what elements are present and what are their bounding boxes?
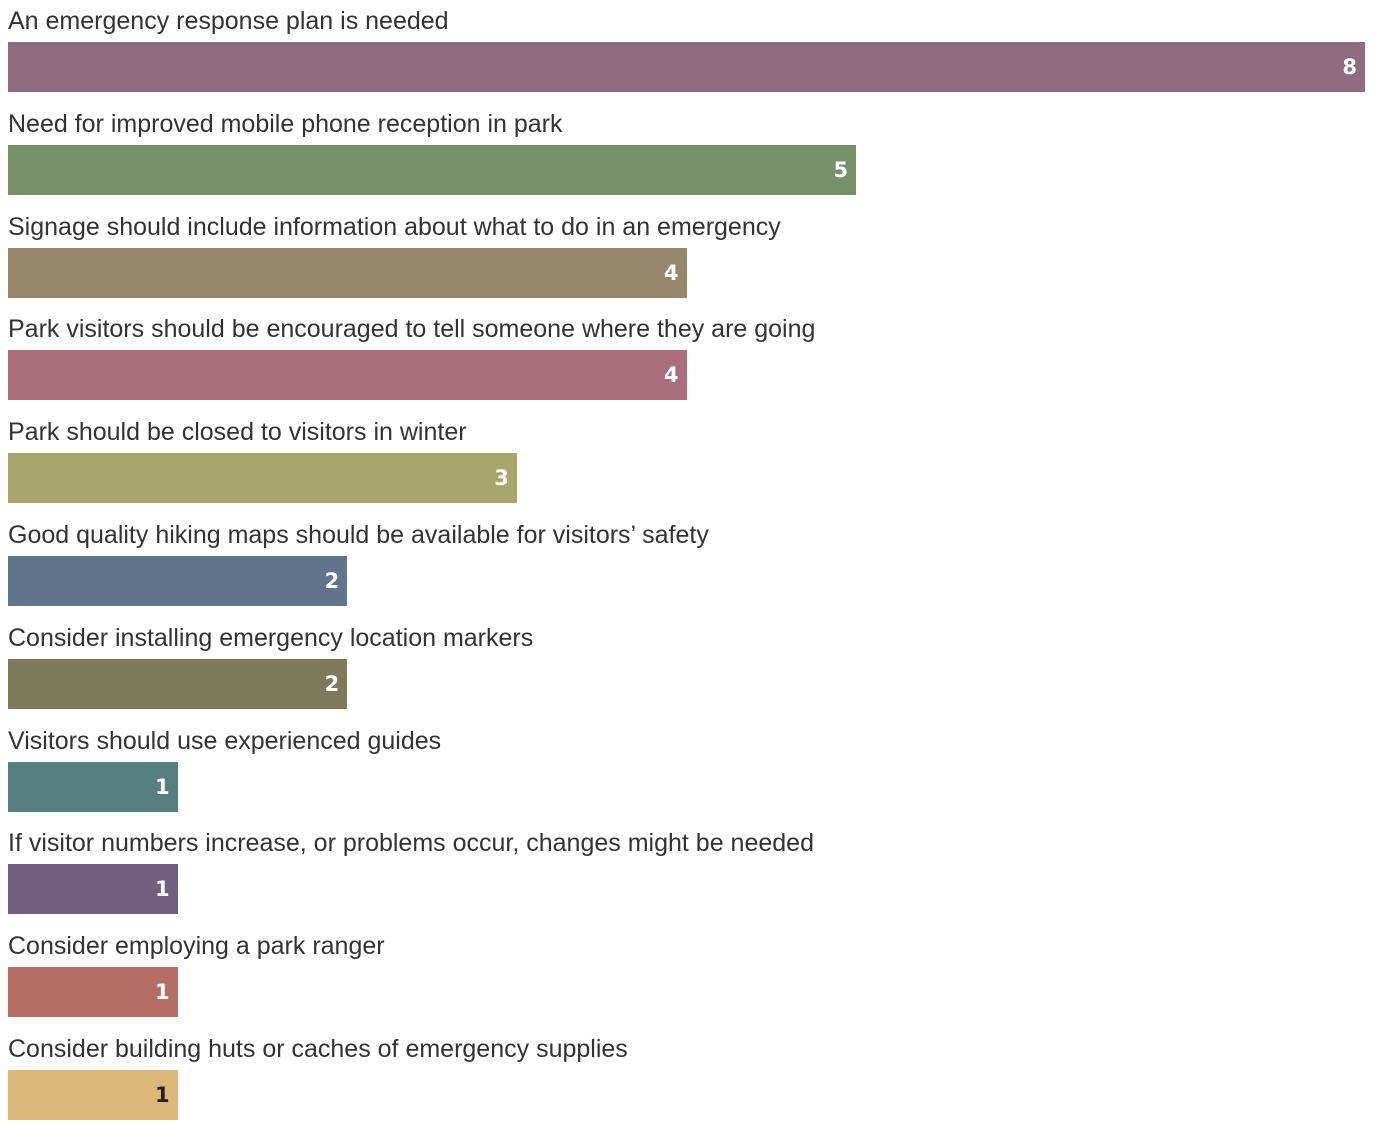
bar: 1	[8, 1070, 178, 1120]
bar-row: Signage should include information about…	[8, 210, 1368, 310]
category-label: Consider employing a park ranger	[8, 932, 385, 961]
bar-row: If visitor numbers increase, or problems…	[8, 826, 1368, 926]
category-label: Visitors should use experienced guides	[8, 726, 442, 755]
bar: 1	[8, 864, 178, 915]
bar-value-label: 1	[155, 980, 170, 1005]
bar: 4	[8, 350, 687, 401]
bar-value-label: 5	[833, 157, 849, 182]
category-label: Consider building huts or caches of emer…	[8, 1035, 628, 1063]
bar-row: Visitors should use experienced guides 1	[8, 724, 1368, 824]
bar: 2	[8, 556, 348, 606]
bar-value-label: 8	[1342, 55, 1357, 79]
bar-row: Good quality hiking maps should be avail…	[8, 518, 1368, 618]
bar: 3	[8, 453, 517, 504]
bar-row: Park visitors should be encouraged to te…	[8, 312, 1368, 412]
bar: 8	[8, 42, 1365, 92]
bar-value-label: 1	[155, 774, 170, 799]
bar: 1	[8, 761, 178, 812]
category-label: Need for improved mobile phone reception…	[8, 109, 563, 138]
bar: 5	[8, 144, 857, 195]
category-label: If visitor numbers increase, or problems…	[8, 829, 814, 858]
category-label: Signage should include information about…	[8, 212, 781, 241]
category-label: Good quality hiking maps should be avail…	[8, 521, 709, 549]
category-label: An emergency response plan is needed	[8, 7, 449, 35]
category-label: Park visitors should be encouraged to te…	[8, 315, 816, 344]
category-label: Park should be closed to visitors in win…	[8, 418, 467, 447]
bar-row: Consider installing emergency location m…	[8, 621, 1368, 721]
bar-value-label: 3	[494, 466, 509, 491]
bar-row: An emergency response plan is needed 8	[8, 4, 1368, 104]
bar: 4	[8, 247, 687, 298]
bar-value-label: 2	[324, 569, 340, 593]
bar: 1	[8, 967, 178, 1018]
bar-row: Park should be closed to visitors in win…	[8, 415, 1368, 515]
bar-row: Consider building huts or caches of emer…	[8, 1032, 1368, 1132]
bar-value-label: 1	[155, 1083, 170, 1107]
bar-value-label: 2	[324, 671, 340, 696]
category-label: Consider installing emergency location m…	[8, 623, 534, 652]
horizontal-bar-chart: An emergency response plan is needed 8 Nee…	[8, 4, 1368, 1120]
bar-value-label: 1	[155, 877, 170, 902]
bar-row: Consider employing a park ranger 1	[8, 929, 1368, 1029]
bar: 2	[8, 658, 348, 709]
bar-value-label: 4	[663, 260, 679, 285]
bar-row: Need for improved mobile phone reception…	[8, 107, 1368, 207]
bar-value-label: 4	[663, 363, 679, 388]
